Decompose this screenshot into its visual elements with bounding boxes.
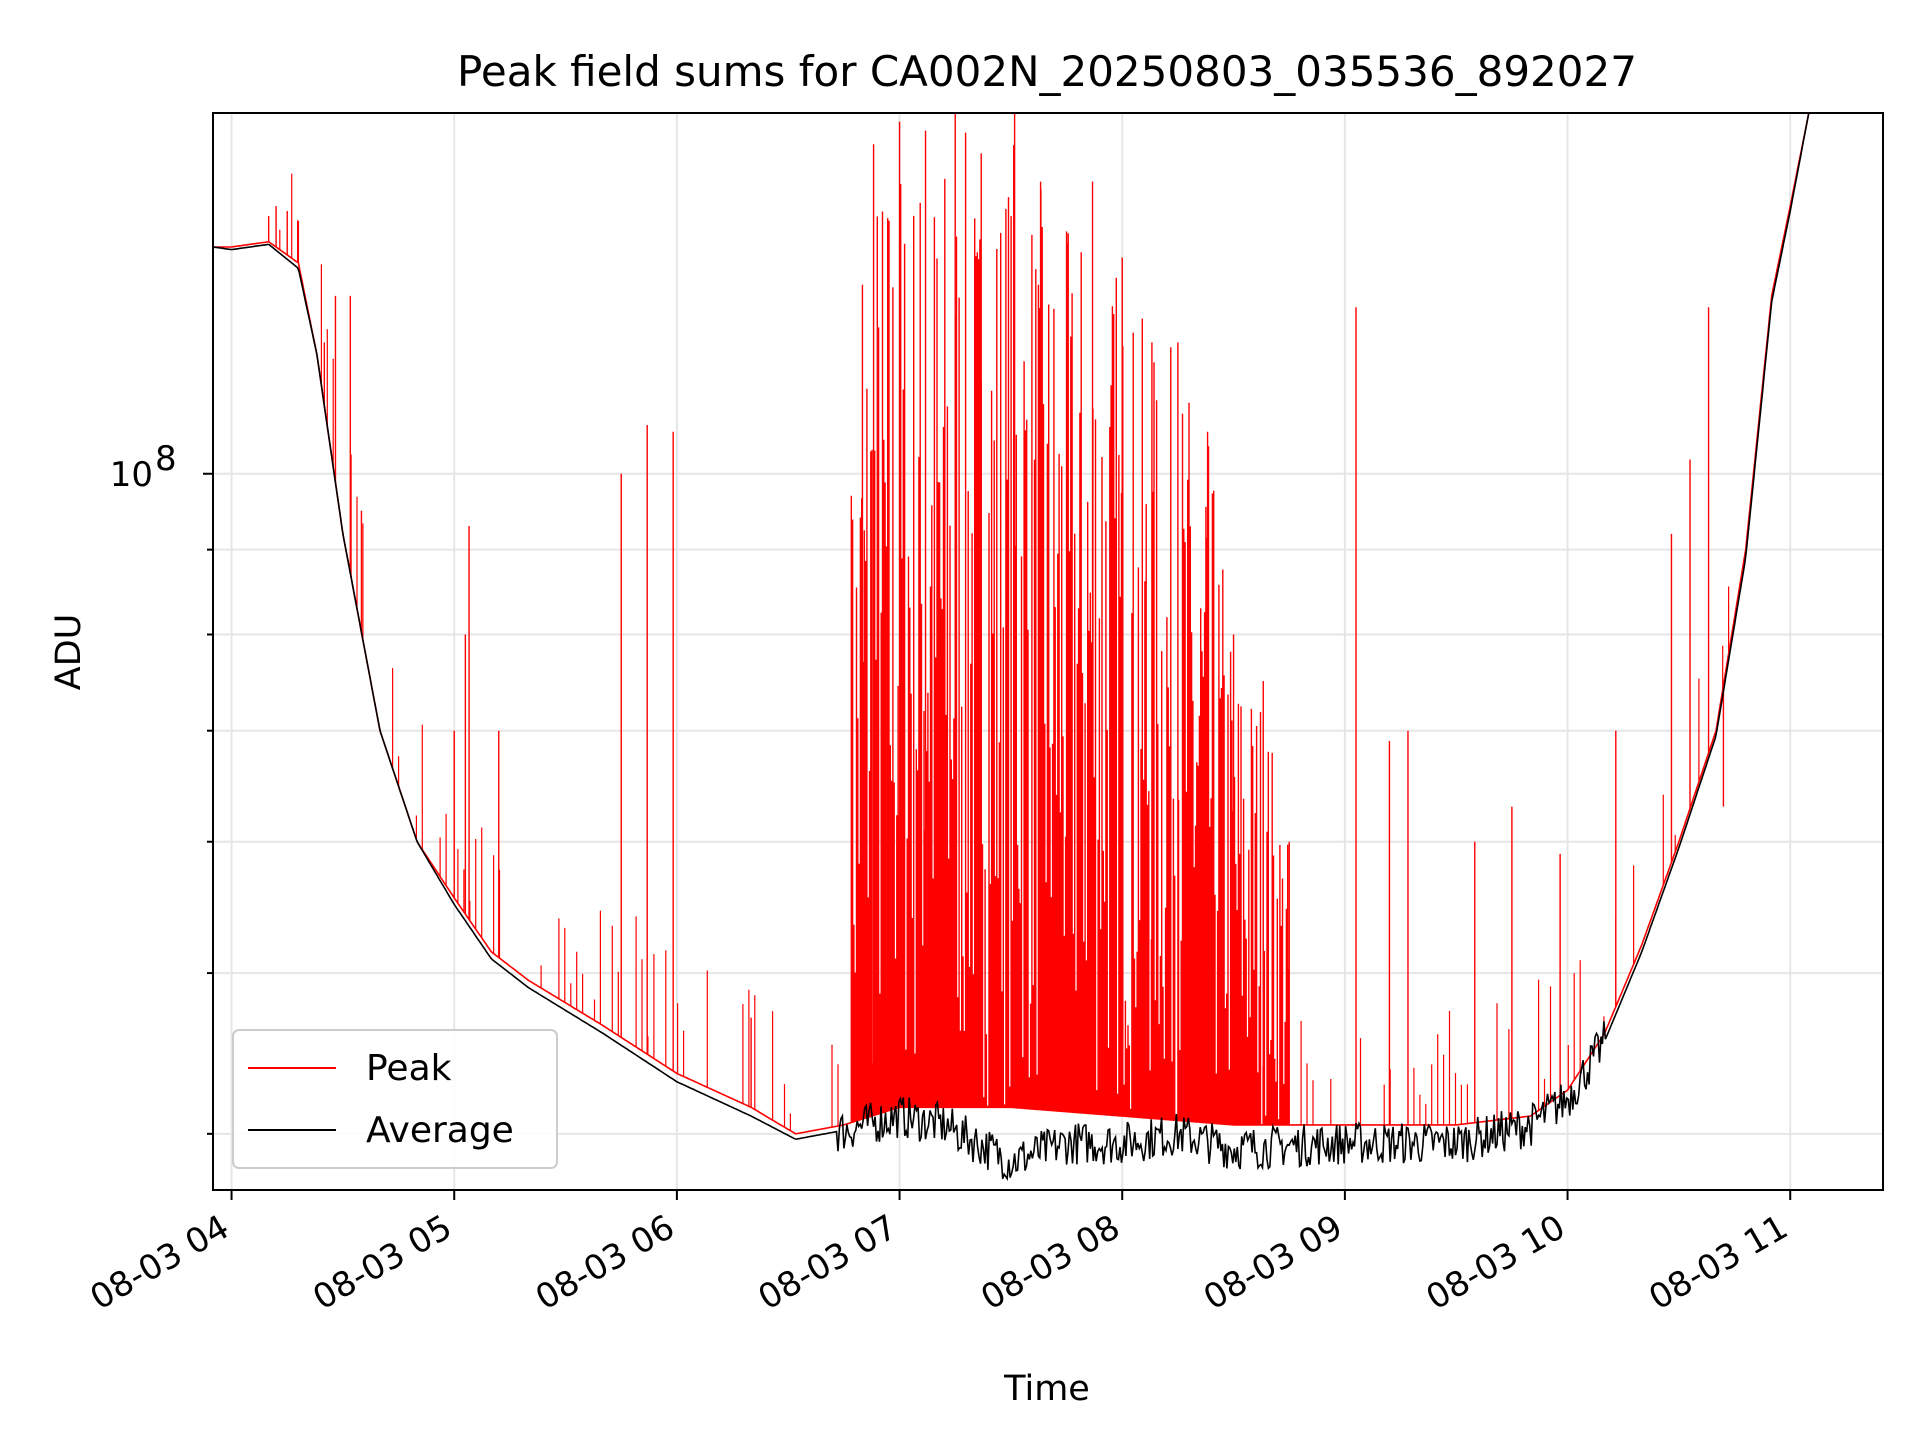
chart-title: Peak field sums for CA002N_20250803_0355… [457, 47, 1637, 96]
legend-box [232, 1029, 558, 1169]
plot-frame [212, 112, 1884, 1191]
y-axis-label: ADU [49, 614, 89, 691]
series-peak [213, 113, 1810, 1135]
average-line [213, 113, 1810, 1182]
x-axis-label: Time [1003, 1369, 1090, 1409]
legend: Peak Average [232, 1029, 558, 1169]
y-axis: 10 8 [110, 439, 213, 1135]
peak-spike-band [851, 132, 1290, 1125]
legend-peak-label: Peak [366, 1048, 452, 1089]
y-tick-exponent: 8 [155, 439, 177, 479]
series-average [213, 113, 1810, 1182]
peak-minor-spikes [279, 173, 1730, 1131]
y-tick-label: 10 [110, 455, 153, 495]
legend-average-label: Average [366, 1110, 514, 1151]
